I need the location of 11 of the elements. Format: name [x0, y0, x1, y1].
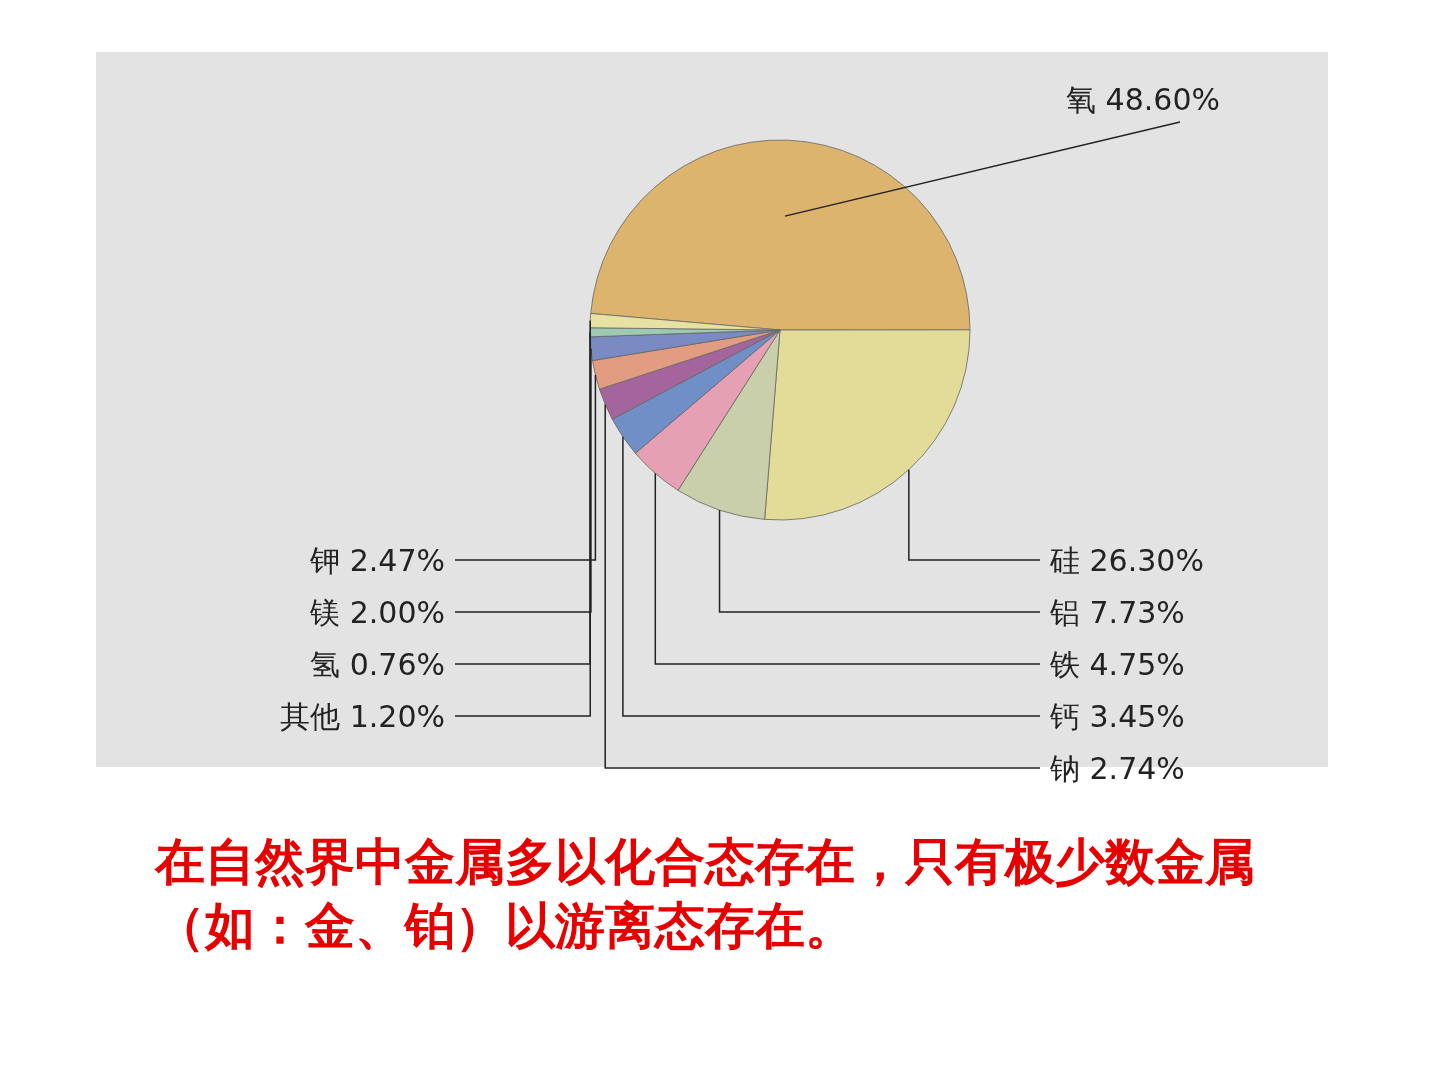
slice-label: 钙 3.45%: [1049, 699, 1185, 734]
slice-label: 铝 7.73%: [1049, 595, 1185, 630]
slice-label: 铁 4.75%: [1049, 647, 1185, 682]
slice-label: 硅 26.30%: [1049, 543, 1204, 578]
text: 在自然界中金属多以化合态存在，只有极少数金属（如：金、铂）以游离态存在。: [155, 832, 1256, 957]
slice-label: 氢 0.76%: [310, 647, 445, 682]
slice-label: 钠 2.74%: [1049, 751, 1185, 786]
slice-label: 氧 48.60%: [1066, 82, 1220, 117]
slice-label: 镁 2.00%: [309, 595, 445, 630]
slice-label: 钾 2.47%: [309, 543, 445, 578]
slice-label: 其他 1.20%: [280, 699, 445, 734]
